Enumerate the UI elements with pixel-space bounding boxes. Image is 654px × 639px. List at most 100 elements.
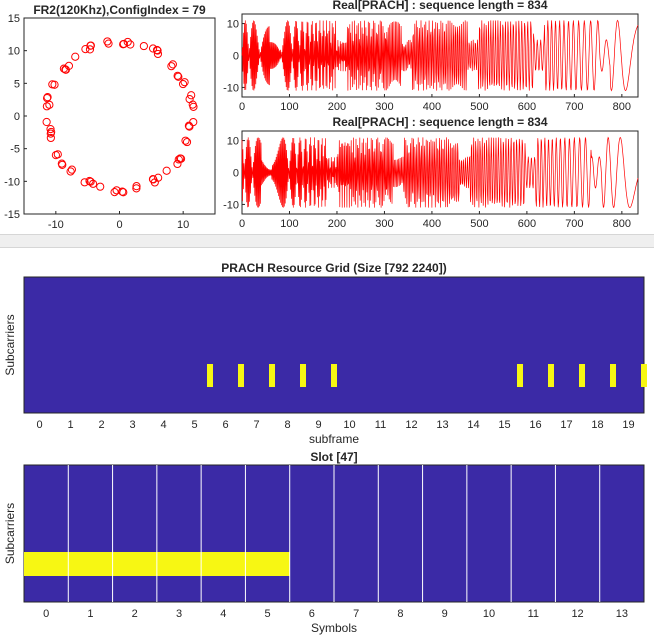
x-tick-label: 17 [560, 419, 572, 431]
x-tick-label: 700 [565, 218, 583, 230]
scatter-point [119, 39, 128, 49]
x-tick-label: 11 [528, 608, 539, 620]
x-tick-label: 18 [591, 419, 603, 431]
x-tick-label: 19 [622, 419, 634, 431]
x-tick-label: 0 [36, 419, 42, 431]
x-tick-label: 300 [375, 218, 393, 230]
scatter-point [53, 150, 62, 159]
x-tick-label: 0 [116, 219, 122, 231]
x-tick-label: 800 [613, 101, 631, 113]
x-tick-label: 9 [442, 608, 448, 620]
x-tick-label: 3 [129, 419, 135, 431]
scatter-point [148, 44, 158, 53]
x-tick-label: 400 [423, 101, 441, 113]
scatter-point [50, 80, 59, 89]
x-tick-label: 700 [565, 101, 583, 113]
signal-top-line [241, 19, 639, 92]
scatter-point [42, 102, 51, 111]
scatter-point [187, 91, 196, 100]
x-tick-label: 8 [284, 419, 290, 431]
x-tick-label: 300 [375, 101, 393, 113]
scatter-point [59, 64, 68, 73]
scatter-point [57, 159, 66, 168]
grid-xlabel: subframe [309, 432, 359, 446]
prach-occasion [548, 364, 554, 387]
scatter-point [112, 186, 121, 195]
x-tick-label: 12 [405, 419, 417, 431]
grid-ylabel: Subcarriers [3, 314, 17, 375]
x-tick-label: 800 [613, 218, 631, 230]
scatter-point [154, 173, 163, 182]
y-tick-label: 10 [227, 19, 239, 31]
x-tick-label: 0 [239, 101, 245, 113]
x-tick-label: 6 [309, 608, 315, 620]
x-tick-label: 0 [43, 608, 49, 620]
scatter-point [162, 166, 171, 175]
scatter-point [46, 124, 55, 134]
scatter-title: FR2(120Khz),ConfigIndex = 79 [33, 3, 206, 17]
figure-divider [0, 234, 654, 248]
prach-occasion [238, 364, 244, 387]
scatter-point [46, 129, 55, 138]
x-tick-label: 4 [220, 608, 226, 620]
scatter-point [88, 179, 98, 188]
x-tick-label: 7 [353, 608, 359, 620]
x-tick-label: 8 [397, 608, 403, 620]
x-tick-label: 15 [498, 419, 510, 431]
scatter-point [167, 62, 176, 71]
scatter-point [80, 178, 89, 187]
y-tick-label: 10 [227, 136, 239, 148]
signal-top-title: Real[PRACH] : sequence length = 834 [332, 0, 547, 12]
x-tick-label: 13 [616, 608, 628, 620]
signal-bottom-title: Real[PRACH] : sequence length = 834 [332, 115, 547, 129]
prach-occasion [641, 364, 647, 387]
prach-occasion [269, 364, 275, 387]
scatter-point [123, 37, 132, 47]
scatter-point [61, 65, 70, 74]
scatter-point [110, 187, 119, 197]
y-tick-label: 0 [233, 168, 239, 180]
slot-title: Slot [47] [310, 450, 357, 464]
prach-occasion [517, 364, 523, 387]
scatter-point [86, 177, 95, 186]
x-tick-label: 500 [470, 101, 488, 113]
scatter-point [42, 117, 51, 127]
grid-heatmap [23, 276, 645, 414]
y-tick-label: -10 [4, 176, 20, 188]
scatter-point [149, 175, 158, 184]
x-tick-label: -10 [48, 219, 64, 231]
prach-occasion [207, 364, 213, 387]
x-tick-label: 1 [67, 419, 73, 431]
scatter-point [104, 39, 113, 48]
x-tick-label: 11 [375, 419, 386, 431]
y-tick-label: 0 [14, 111, 20, 123]
scatter-point [174, 72, 183, 81]
x-tick-label: 3 [176, 608, 182, 620]
x-tick-label: 9 [315, 419, 321, 431]
x-tick-label: 2 [98, 419, 104, 431]
scatter-point [43, 93, 52, 102]
x-tick-label: 16 [529, 419, 541, 431]
scatter-point [132, 184, 141, 193]
x-tick-label: 500 [470, 218, 488, 230]
prach-occasion [331, 364, 337, 387]
y-tick-label: -10 [223, 199, 239, 211]
scatter-point [85, 45, 95, 54]
slot-ylabel: Subcarriers [3, 503, 17, 564]
scatter-point [152, 45, 162, 55]
x-tick-label: 100 [280, 218, 298, 230]
x-tick-label: 600 [518, 101, 536, 113]
x-tick-label: 600 [518, 218, 536, 230]
y-tick-label: 0 [233, 51, 239, 63]
scatter-point [96, 182, 105, 191]
scatter-point [67, 165, 77, 174]
scatter-point [182, 137, 192, 147]
prach-occasion [579, 364, 585, 387]
x-tick-label: 2 [132, 608, 138, 620]
scatter-point [139, 41, 148, 51]
scatter-point [118, 187, 127, 196]
scatter-point [153, 49, 163, 59]
scatter-point [188, 100, 197, 109]
x-tick-label: 4 [160, 419, 166, 431]
